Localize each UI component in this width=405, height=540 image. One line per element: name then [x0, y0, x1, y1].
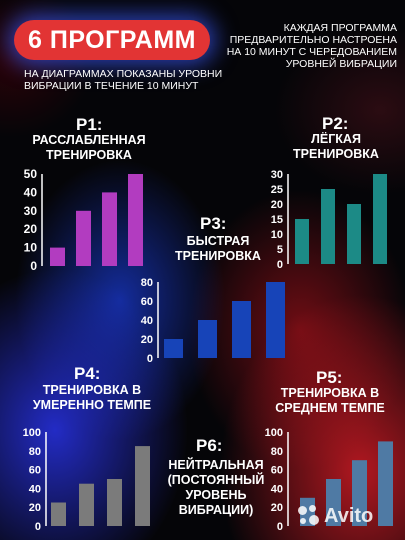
tick-label-p3: 80	[141, 277, 153, 289]
bar-p2	[295, 219, 309, 264]
tick-label-p5: 100	[265, 427, 283, 439]
bar-p1	[102, 192, 117, 266]
chart-p4: 0 20 40 60 80 100	[23, 427, 150, 532]
tick-label-p1: 10	[24, 241, 38, 255]
tick-label-p4: 0	[35, 521, 41, 532]
bar-p3	[266, 282, 285, 358]
program-code-p4: P4:	[74, 364, 101, 383]
bar-p2	[373, 174, 387, 264]
bar-p4	[135, 446, 150, 526]
tick-label-p4: 20	[29, 502, 41, 514]
chart-p2: 0 5 10 15 20 25 30	[271, 169, 387, 270]
bar-p2	[321, 189, 335, 264]
tick-label-p2: 5	[277, 244, 283, 256]
tick-label-p4: 60	[29, 465, 41, 477]
tick-label-p2: 20	[271, 199, 283, 211]
bar-p3	[232, 301, 251, 358]
avito-dots-icon	[298, 505, 320, 527]
tick-label-p2: 30	[271, 169, 283, 181]
bar-p1	[76, 210, 91, 266]
bar-p3	[198, 320, 217, 358]
tick-label-p3: 0	[147, 353, 153, 365]
bar-p1	[128, 174, 143, 266]
tick-label-p5: 0	[277, 521, 283, 532]
left-caption: НА ДИАГРАММАХ ПОКАЗАНЫ УРОВНИ ВИБРАЦИИ В…	[24, 68, 223, 92]
tick-label-p2: 25	[271, 184, 283, 196]
tick-label-p2: 0	[277, 259, 283, 270]
bar-p2	[347, 204, 361, 264]
tick-label-p3: 20	[141, 334, 153, 346]
program-name-p1: РАССЛАБЛЕННАЯ ТРЕНИРОВКА	[32, 133, 146, 162]
program-code-p5: P5:	[316, 368, 343, 387]
right-caption: КАЖДАЯ ПРОГРАММА ПРЕДВАРИТЕЛЬНО НАСТРОЕН…	[226, 22, 397, 70]
tick-label-p1: 30	[24, 204, 38, 218]
program-code-p2: P2:	[322, 114, 349, 133]
bar-p5	[326, 479, 341, 526]
tick-label-p5: 80	[271, 446, 283, 458]
tick-label-p3: 40	[141, 315, 153, 327]
program-name-p3: БЫСТРАЯ ТРЕНИРОВКА	[175, 234, 261, 263]
tick-label-p5: 60	[271, 465, 283, 477]
bar-p4	[79, 483, 94, 526]
tick-label-p1: 40	[24, 185, 38, 199]
bar-p4	[51, 502, 66, 526]
tick-label-p4: 80	[29, 446, 41, 458]
bar-p4	[107, 479, 122, 526]
watermark-text: Avito	[324, 504, 374, 527]
title-badge: 6 ПРОГРАММ	[14, 20, 210, 60]
bar-p5	[352, 460, 367, 526]
tick-label-p1: 20	[24, 222, 38, 236]
program-name-p6: НЕЙТРАЛЬНАЯ (ПОСТОЯННЫЙ УРОВЕНЬ ВИБРАЦИИ…	[167, 458, 265, 517]
program-code-p3: P3:	[200, 214, 227, 233]
tick-label-p2: 15	[271, 214, 283, 226]
avito-watermark: Avito	[298, 504, 396, 528]
tick-label-p5: 20	[271, 502, 283, 514]
program-name-p4: ТРЕНИРОВКА В УМЕРЕННО ТЕМПЕ	[32, 383, 152, 412]
program-name-p2: ЛЁГКАЯ ТРЕНИРОВКА	[293, 132, 379, 161]
page-title: 6 ПРОГРАММ	[28, 25, 196, 54]
tick-label-p1: 0	[30, 259, 37, 272]
program-name-p5: ТРЕНИРОВКА В СРЕДНЕМ ТЕМПЕ	[275, 386, 385, 415]
chart-p3: 0 20 40 60 80	[141, 277, 285, 365]
tick-label-p4: 40	[29, 483, 41, 495]
bar-p1	[50, 247, 65, 266]
program-code-p6: P6:	[196, 436, 223, 455]
program-code-p1: P1:	[76, 115, 103, 134]
chart-p1: 0 10 20 30 40 50	[24, 168, 143, 272]
tick-label-p5: 40	[271, 483, 283, 495]
tick-label-p2: 10	[271, 229, 283, 241]
bar-p3	[164, 339, 183, 358]
tick-label-p1: 50	[24, 168, 38, 181]
bar-p5	[378, 441, 393, 526]
tick-label-p4: 100	[23, 427, 41, 439]
tick-label-p3: 60	[141, 296, 153, 308]
